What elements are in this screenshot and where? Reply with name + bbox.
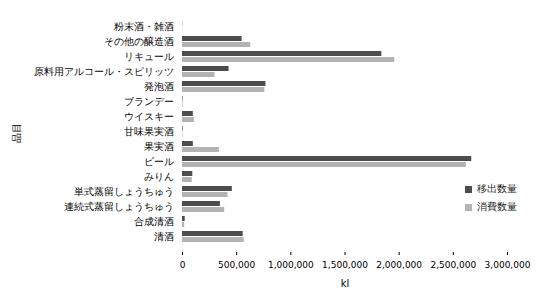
svg-text:500,000: 500,000 (218, 260, 255, 270)
svg-text:kl: kl (341, 278, 350, 289)
svg-text:品目: 品目 (11, 123, 22, 143)
html-text:消費数量: 消費数量 (477, 201, 517, 212)
svg-text:1,500,000: 1,500,000 (322, 260, 368, 270)
svg-text:単式蒸留しょうちゅう: 単式蒸留しょうちゅう (74, 186, 174, 197)
svg-text:原料用アルコール・スピリッツ: 原料用アルコール・スピリッツ (34, 66, 174, 77)
html-text:移出数量: 移出数量 (477, 183, 517, 194)
svg-text:3,000,000: 3,000,000 (485, 260, 531, 270)
svg-text:2,500,000: 2,500,000 (430, 260, 476, 270)
svg-text:発泡酒: 発泡酒 (144, 81, 174, 92)
svg-text:果実酒: 果実酒 (144, 141, 174, 152)
svg-text:連続式蒸留しょうちゅう: 連続式蒸留しょうちゅう (64, 201, 174, 212)
svg-text:ブランデー: ブランデー (124, 96, 174, 107)
svg-text:ビール: ビール (144, 156, 174, 167)
svg-text:清酒: 清酒 (154, 231, 174, 242)
svg-text:粉末酒・雑酒: 粉末酒・雑酒 (114, 21, 174, 32)
svg-text:2,000,000: 2,000,000 (376, 260, 422, 270)
svg-text:1,000,000: 1,000,000 (268, 260, 314, 270)
svg-text:0: 0 (180, 260, 186, 270)
svg-text:みりん: みりん (144, 171, 174, 182)
svg-text:ウイスキー: ウイスキー (124, 111, 174, 122)
svg-text:リキュール: リキュール (124, 51, 174, 62)
svg-text:その他の醸造酒: その他の醸造酒 (104, 36, 174, 47)
svg-text:合成清酒: 合成清酒 (134, 216, 174, 227)
svg-text:甘味果実酒: 甘味果実酒 (124, 126, 174, 137)
